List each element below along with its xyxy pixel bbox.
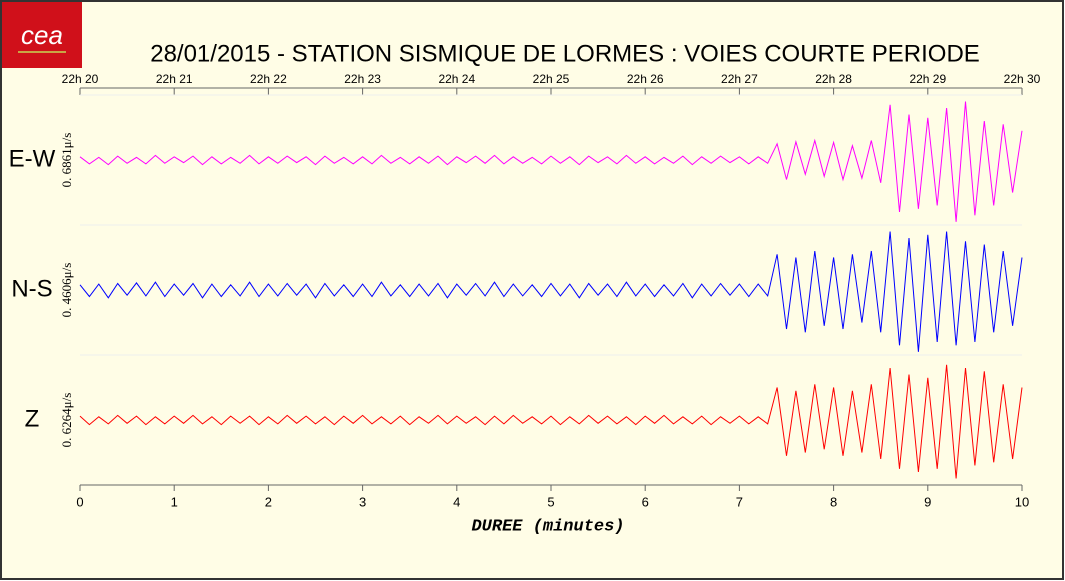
trace	[79, 101, 1023, 222]
scale-label: 0. 4606μ/s	[59, 263, 74, 318]
x-tick-label: 3	[359, 494, 366, 509]
x-tick-label: 0	[76, 494, 83, 509]
x-tick-label: 9	[924, 494, 931, 509]
top-tick-label: 22h 22	[250, 72, 287, 86]
chart-title: 28/01/2015 - STATION SISMIQUE DE LORMES …	[150, 40, 980, 67]
top-tick-label: 22h 29	[909, 72, 946, 86]
trace	[79, 231, 1023, 352]
channel-label: E-W	[9, 145, 56, 172]
channel-label: N-S	[11, 275, 52, 302]
x-tick-label: 5	[547, 494, 554, 509]
channel-label: Z	[25, 405, 40, 432]
top-tick-label: 22h 25	[533, 72, 570, 86]
logo: cea	[21, 20, 63, 50]
x-tick-label: 2	[265, 494, 272, 509]
top-tick-label: 22h 23	[344, 72, 381, 86]
scale-label: 0. 6861μ/s	[59, 133, 74, 188]
top-tick-label: 22h 24	[438, 72, 475, 86]
top-tick-label: 22h 27	[721, 72, 758, 86]
x-tick-label: 10	[1015, 494, 1029, 509]
x-tick-label: 7	[736, 494, 743, 509]
top-tick-label: 22h 30	[1004, 72, 1041, 86]
top-tick-label: 22h 28	[815, 72, 852, 86]
x-tick-label: 8	[830, 494, 837, 509]
x-tick-label: 6	[642, 494, 649, 509]
x-axis-label: DUREE (minutes)	[471, 517, 624, 536]
x-tick-label: 4	[453, 494, 460, 509]
logo-box	[2, 2, 82, 68]
x-tick-label: 1	[171, 494, 178, 509]
top-tick-label: 22h 26	[627, 72, 664, 86]
trace	[79, 364, 1023, 479]
scale-label: 0. 6264μ/s	[59, 393, 74, 448]
top-tick-label: 22h 20	[62, 72, 99, 86]
top-tick-label: 22h 21	[156, 72, 193, 86]
